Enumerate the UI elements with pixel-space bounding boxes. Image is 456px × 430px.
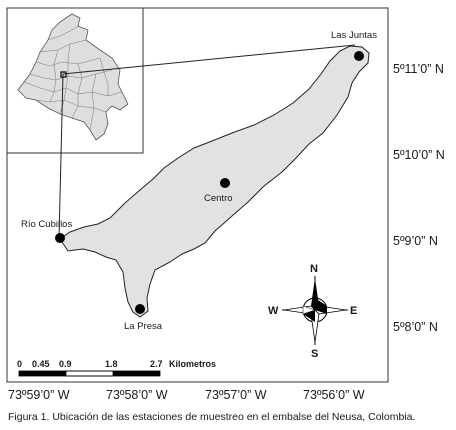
station-label: Río Cubillos — [21, 219, 72, 230]
compass-e: E — [350, 305, 357, 317]
station-las-juntas: Las Juntas — [331, 30, 377, 61]
compass-w: W — [268, 305, 279, 317]
station-label: Las Juntas — [331, 30, 377, 41]
station-label: La Presa — [124, 321, 163, 332]
lon-label: 73º58’0” W — [106, 388, 168, 402]
lon-label: 73º59’0” W — [8, 388, 70, 402]
lat-label: 5º11’0” N — [393, 62, 444, 76]
station-marker — [55, 233, 65, 243]
lat-label: 5º8’0” N — [393, 320, 438, 334]
scale-bar — [18, 370, 161, 377]
scale-tick: 0.9 — [59, 359, 72, 369]
lon-label: 73º57’0” W — [205, 388, 267, 402]
station-marker — [135, 304, 145, 314]
map-frame — [6, 7, 389, 383]
colombia-outline — [17, 13, 129, 141]
lon-label: 73º56’0” W — [303, 388, 365, 402]
scale-tick: 2.7 — [150, 359, 163, 369]
station-centro: Centro — [204, 178, 233, 204]
inset-map — [6, 7, 144, 154]
lat-label: 5º9’0” N — [393, 234, 438, 248]
study-area-box — [60, 71, 67, 78]
figure-caption: Figura 1. Ubicación de las estaciones de… — [8, 411, 416, 423]
connector-line-top — [62, 44, 356, 75]
department-boundaries — [23, 25, 123, 131]
reservoir-polygon — [59, 45, 370, 318]
compass-n: N — [310, 263, 318, 275]
scale-unit: Kilometros — [169, 359, 216, 369]
scale-tick: 0 — [17, 359, 22, 369]
scale-tick: 0.45 — [32, 359, 50, 369]
station-marker — [354, 51, 364, 61]
station-label: Centro — [204, 193, 233, 204]
station-marker — [220, 178, 230, 188]
station-la-presa: La Presa — [124, 304, 163, 332]
connector-line-left — [58, 73, 64, 239]
scale-tick: 1.8 — [105, 359, 118, 369]
lat-label: 5º10’0” N — [393, 148, 445, 162]
station-rio-cubillos: Río Cubillos — [21, 219, 72, 243]
compass-rose-icon — [282, 276, 348, 345]
compass-s: S — [311, 348, 318, 360]
